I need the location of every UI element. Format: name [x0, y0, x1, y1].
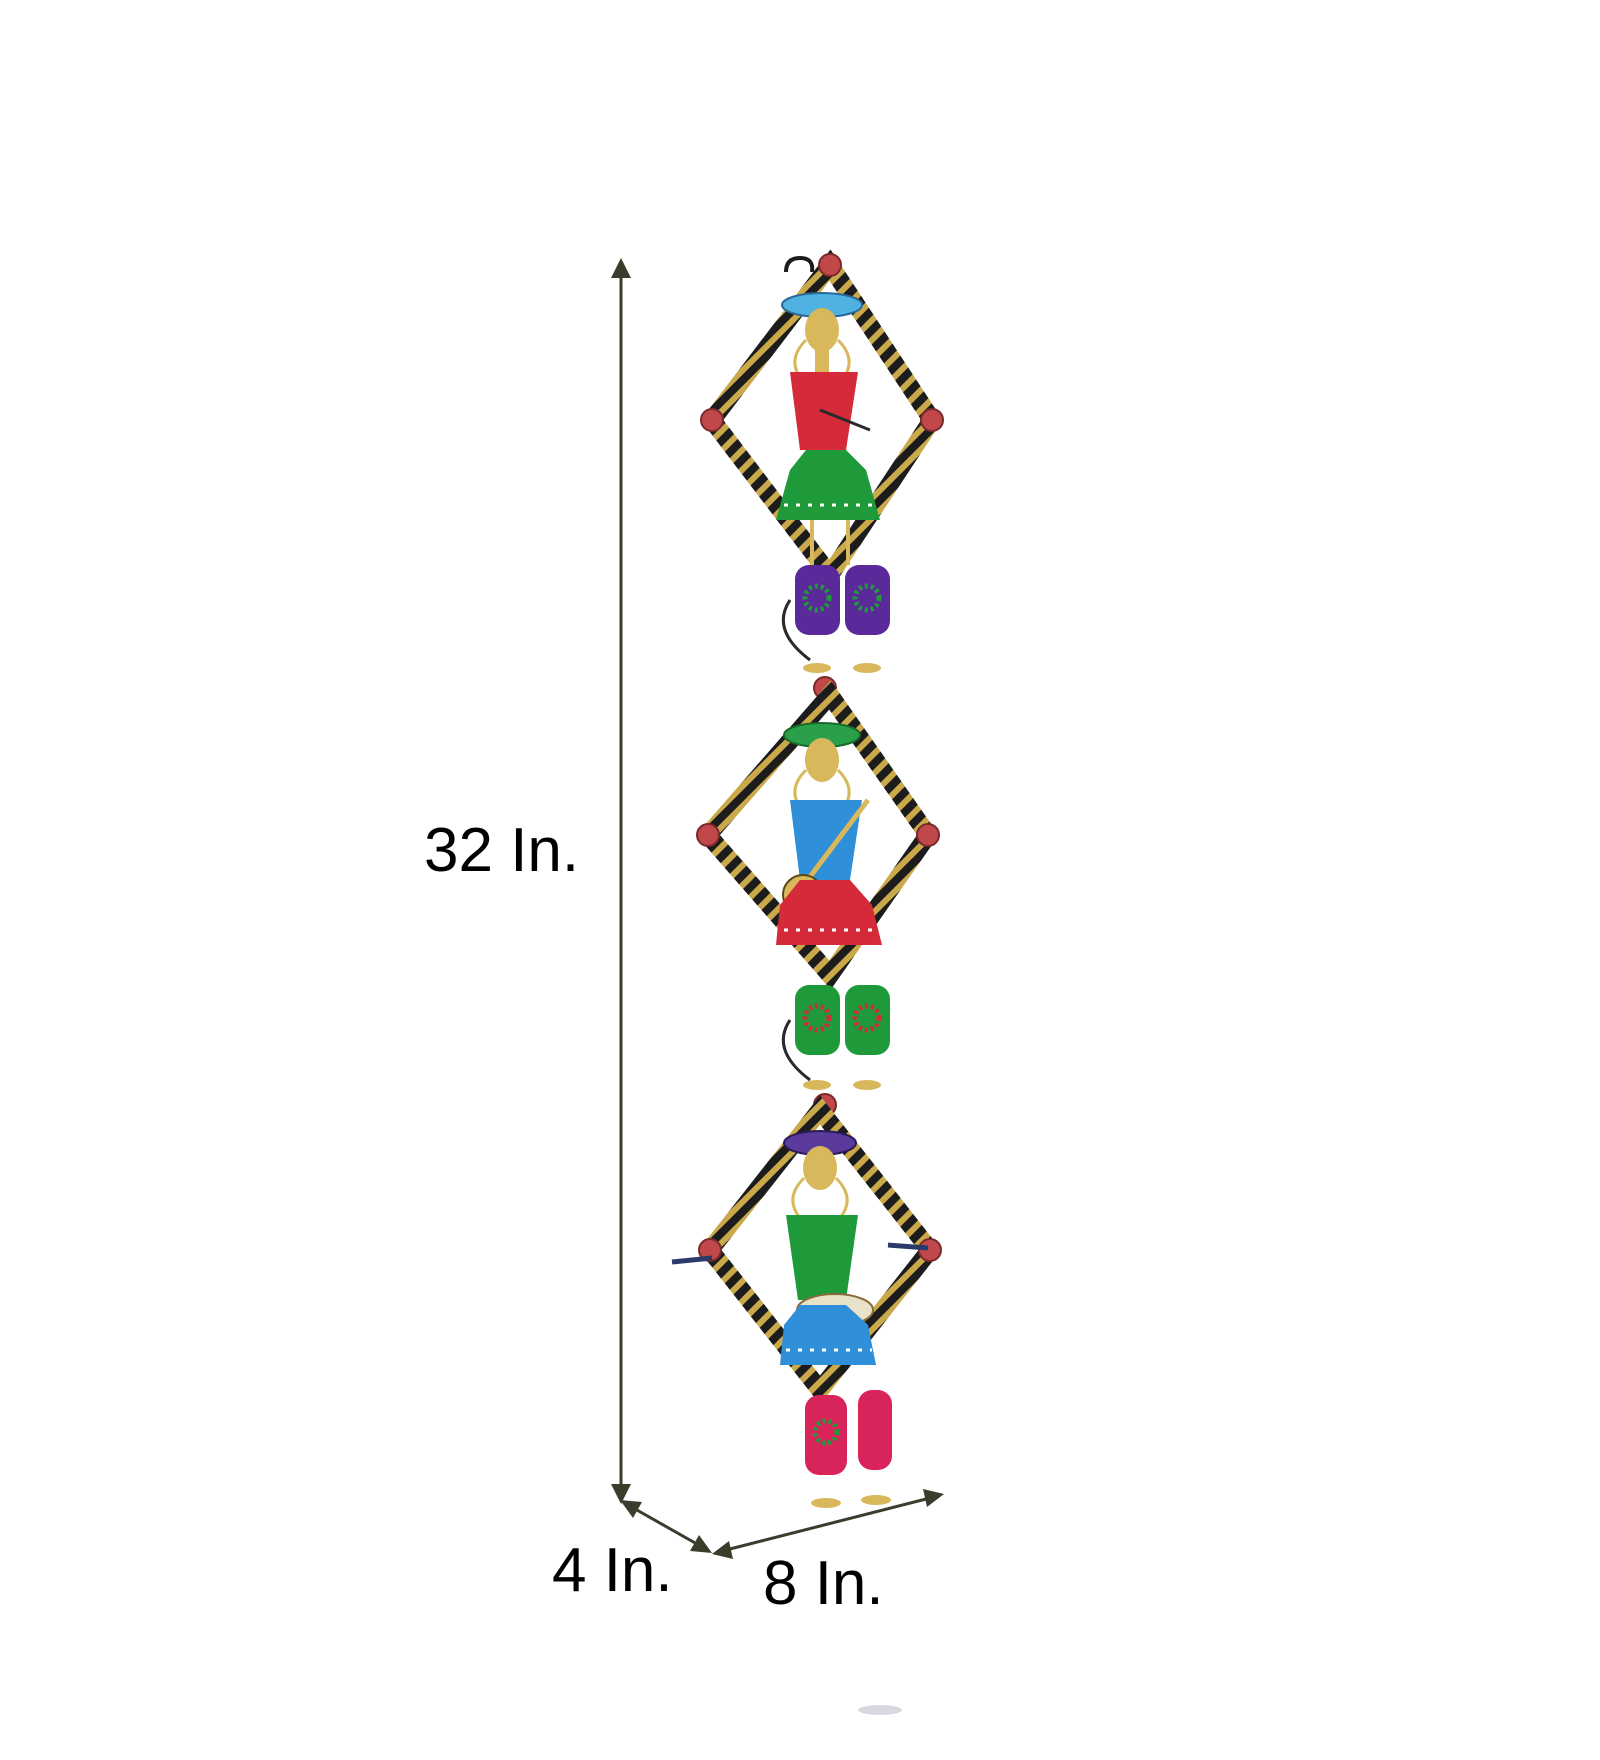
- width-dimension-label: 8 In.: [763, 1549, 884, 1618]
- bead-icon: [698, 1238, 722, 1262]
- bell-icon: [845, 985, 890, 1055]
- width-arrow-end-head: [923, 1489, 944, 1507]
- depth-arrow-line: [627, 1503, 705, 1550]
- flute-player-figure: [776, 292, 890, 673]
- drum-player-figure: [780, 1130, 892, 1508]
- bead-icon: [918, 1238, 942, 1262]
- bell-icon: [805, 1395, 847, 1475]
- bead-icon: [920, 408, 944, 432]
- height-arrow-bottom-head: [611, 1484, 631, 1504]
- bead-icon: [818, 253, 842, 277]
- bell-icon: [795, 565, 840, 635]
- wall-hanging: [671, 249, 944, 1715]
- height-arrow-top-head: [611, 258, 631, 278]
- sitar-player-figure: [776, 722, 890, 1090]
- bell-icon: [795, 985, 840, 1055]
- diamond-frame-3: [671, 1095, 942, 1405]
- bead-icon: [916, 823, 940, 847]
- bead-icon: [696, 823, 720, 847]
- bead-icon: [700, 408, 724, 432]
- width-arrow-line: [721, 1495, 935, 1553]
- width-arrow-start-head: [712, 1541, 733, 1559]
- depth-arrow-end-head: [690, 1535, 712, 1553]
- wall-peg: [671, 1255, 713, 1265]
- bell-icon: [858, 1390, 892, 1470]
- dimension-arrows: [611, 258, 944, 1559]
- depth-arrow-start-head: [620, 1500, 642, 1518]
- wall-peg: [887, 1242, 929, 1251]
- depth-dimension-label: 4 In.: [552, 1536, 673, 1605]
- floor-shadow: [858, 1705, 902, 1715]
- bell-icon: [845, 565, 890, 635]
- hanging-hook: [784, 255, 815, 273]
- height-dimension-label: 32 In.: [424, 816, 580, 885]
